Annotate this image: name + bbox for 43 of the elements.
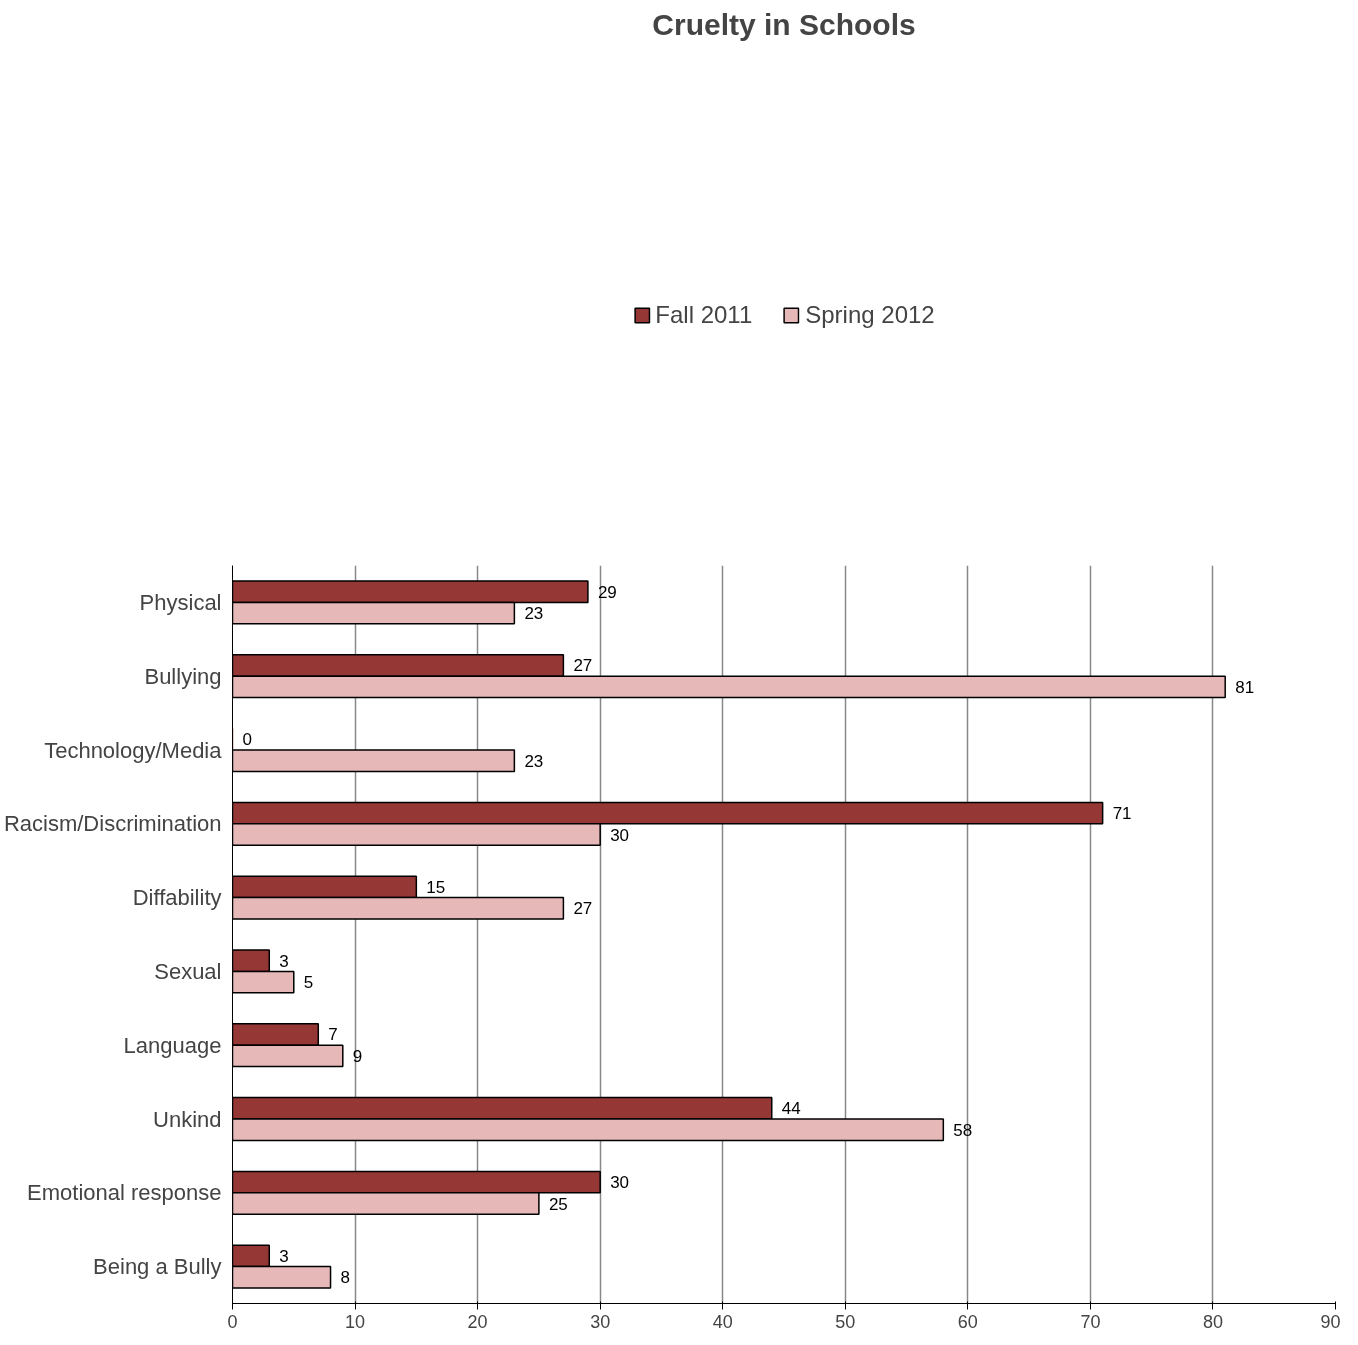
data-label: 23 [524, 604, 544, 624]
x-tick-label: 40 [712, 1311, 733, 1332]
data-label: 23 [524, 751, 544, 771]
data-label: 27 [573, 899, 593, 919]
y-tick-label: Being a Bully [93, 1254, 222, 1280]
x-tick-label: 20 [467, 1311, 488, 1332]
data-label: 71 [1112, 804, 1132, 824]
y-tick-label: Language [123, 1032, 222, 1058]
x-tick-label: 60 [957, 1311, 978, 1332]
data-label: 3 [279, 1246, 289, 1266]
data-label: 29 [597, 582, 617, 602]
data-label: 58 [953, 1120, 973, 1140]
data-label: 44 [781, 1099, 801, 1119]
data-label: 30 [610, 1173, 630, 1193]
x-tick-label: 90 [1320, 1311, 1341, 1332]
y-tick-label: Emotional response [27, 1180, 222, 1206]
data-label: 3 [279, 951, 289, 971]
y-tick-label: Racism/Discrimination [3, 811, 222, 837]
data-label: 30 [610, 825, 630, 845]
x-tick-label: 70 [1080, 1311, 1101, 1332]
y-tick-label: Diffability [132, 885, 222, 911]
data-label: 7 [328, 1025, 338, 1045]
data-label: 27 [573, 656, 593, 676]
x-tick-label: 30 [590, 1311, 611, 1332]
x-tick-label: 80 [1202, 1311, 1223, 1332]
y-tick-label: Sexual [154, 958, 222, 984]
data-label: 0 [242, 730, 252, 750]
data-label: 8 [340, 1268, 351, 1288]
x-tick-label: 50 [835, 1311, 856, 1332]
data-label: 81 [1235, 677, 1255, 697]
legend-label: Fall 2011 [655, 301, 753, 329]
data-label: 5 [303, 973, 314, 993]
x-tick-label: 10 [345, 1311, 366, 1332]
x-tick-label: 0 [227, 1311, 238, 1332]
y-tick-label: Physical [139, 589, 222, 615]
legend-label: Spring 2012 [805, 301, 935, 329]
chart-title: Cruelty in Schools [652, 7, 916, 41]
y-tick-label: Bullying [144, 663, 222, 689]
y-tick-label: Unkind [153, 1106, 222, 1132]
data-label: 9 [352, 1046, 363, 1066]
data-label: 15 [426, 877, 446, 897]
data-label: 25 [548, 1194, 568, 1214]
y-tick-label: Technology/Media [44, 737, 223, 763]
